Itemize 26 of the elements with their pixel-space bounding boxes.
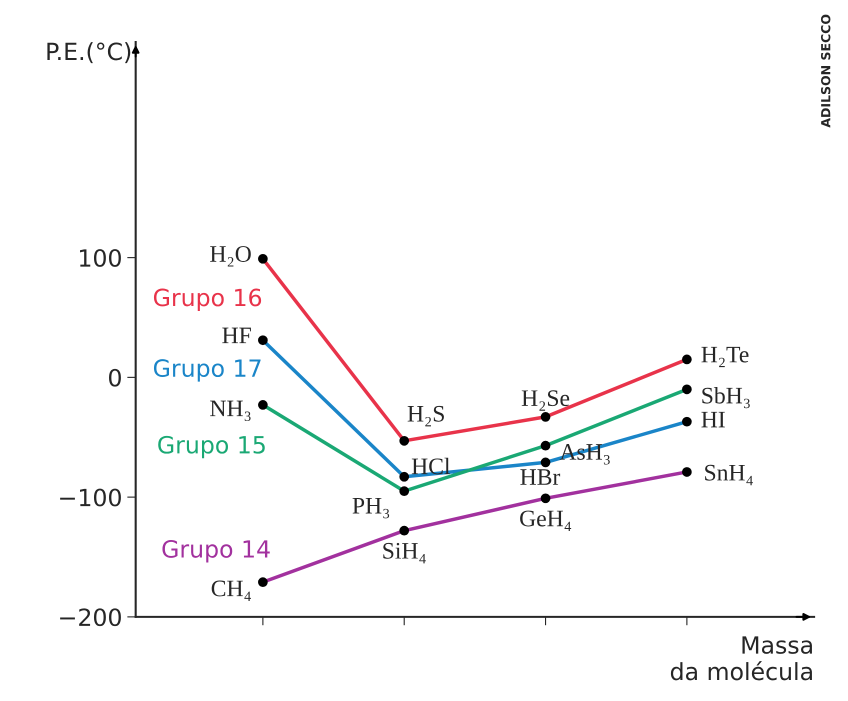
data-label: H₂S [408, 406, 444, 426]
data-label: HBr [520, 469, 560, 485]
data-label: SnH₄ [705, 464, 753, 486]
data-label: SiH₄ [383, 542, 426, 564]
data-label: H₂Se [522, 390, 570, 411]
series-label: Grupo 15 [158, 436, 265, 458]
y-tick-label: 0 [109, 368, 121, 387]
y-tick-label: −100 [60, 488, 121, 506]
data-label: HI [701, 412, 725, 428]
series-label: Grupo 14 [162, 540, 270, 562]
data-label: HF [222, 328, 251, 344]
data-label: H₂Te [701, 346, 748, 368]
y-tick-label: −200 [60, 608, 121, 626]
text: ADILSON SECCO [820, 14, 830, 128]
data-label: H₂O [210, 246, 251, 267]
data-label: GeH₄ [520, 510, 572, 532]
y-axis-title: P.E.(°C) [47, 42, 130, 64]
data-label: HCl [412, 458, 450, 474]
data-label: SbH₃ [702, 386, 750, 408]
data-label: CH₄ [212, 580, 251, 601]
data-label: NH₃ [210, 400, 251, 422]
y-tick-label: 100 [80, 249, 121, 267]
series-label: Grupo 17 [154, 359, 261, 382]
x-axis-title: Massa da molécula [670, 636, 812, 680]
series-label: Grupo 16 [154, 288, 262, 311]
data-label: PH₃ [352, 498, 390, 518]
